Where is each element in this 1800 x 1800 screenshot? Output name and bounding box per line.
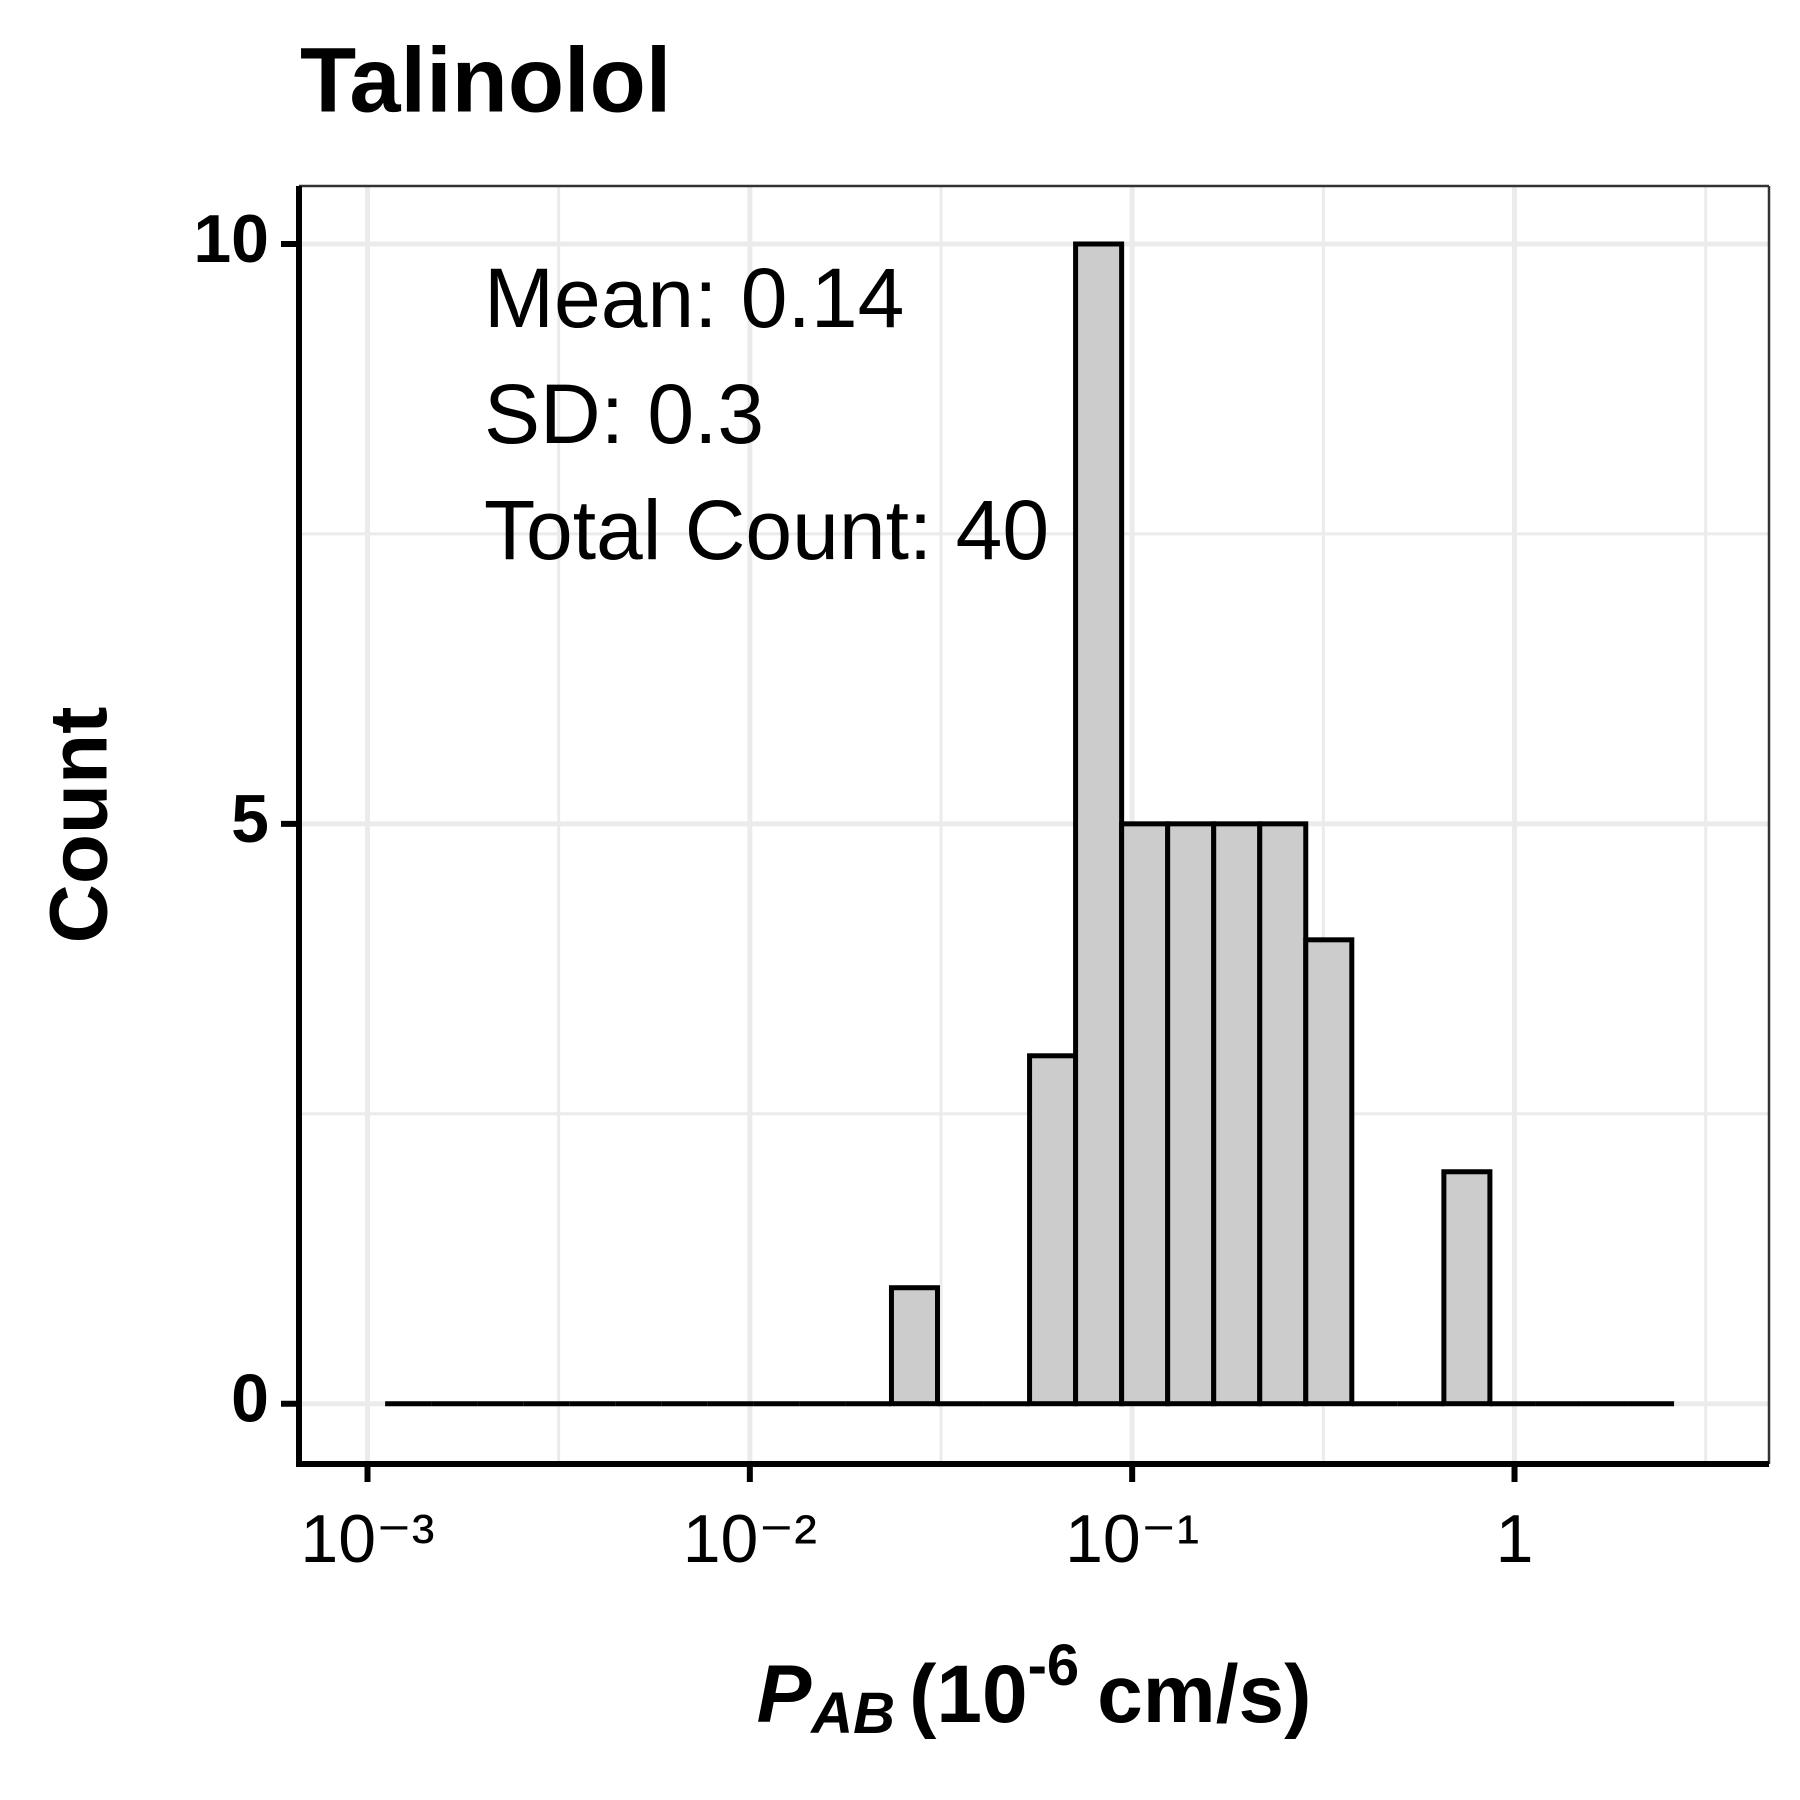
x-label-unit: cm/s) <box>1097 1649 1311 1740</box>
x-label-superscript: -6 <box>1028 1633 1080 1698</box>
x-tick-label: 10⁻¹ <box>1065 1501 1199 1577</box>
bar <box>1211 821 1263 1407</box>
bar <box>888 1285 940 1407</box>
y-tick-label: 5 <box>231 781 269 857</box>
x-label-symbol: P <box>757 1649 812 1740</box>
bar <box>1257 821 1309 1407</box>
x-axis-label: PAB (10-6 cm/s) <box>757 1633 1312 1746</box>
x-tick-label: 1 <box>1496 1501 1534 1577</box>
bar <box>1073 241 1125 1407</box>
y-tick-label: 10 <box>193 201 269 277</box>
x-label-subscript: AB <box>809 1681 895 1746</box>
x-tick-label: 10⁻² <box>683 1501 817 1577</box>
annotation: Total Count: 40 <box>484 483 1049 577</box>
y-axis-label: Count <box>34 707 125 944</box>
bar <box>1027 1053 1079 1407</box>
bar <box>1303 937 1355 1407</box>
bar <box>1441 1169 1493 1407</box>
bar <box>1165 821 1217 1407</box>
chart-title: Talinolol <box>300 29 671 131</box>
annotation: SD: 0.3 <box>484 367 764 461</box>
bar <box>1119 821 1171 1407</box>
annotation: Mean: 0.14 <box>484 251 904 345</box>
x-label-text: (10 <box>909 1649 1028 1740</box>
y-tick-label: 0 <box>231 1361 269 1437</box>
x-tick-label: 10⁻³ <box>300 1501 434 1577</box>
